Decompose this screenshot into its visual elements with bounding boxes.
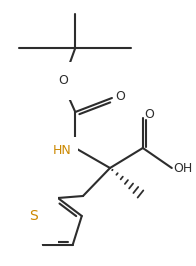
Text: O: O	[144, 107, 154, 120]
Text: O: O	[115, 89, 125, 102]
Text: OH: OH	[174, 163, 193, 176]
Text: O: O	[58, 74, 68, 88]
Text: S: S	[29, 209, 37, 223]
Text: HN: HN	[53, 143, 71, 156]
